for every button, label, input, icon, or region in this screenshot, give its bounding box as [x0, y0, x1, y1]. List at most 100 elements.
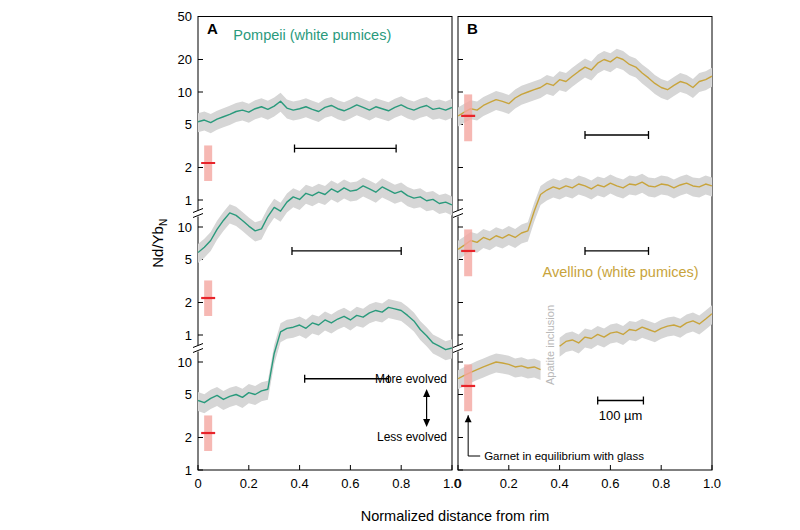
error-band — [198, 299, 452, 413]
scale-bar-label: 100 µm — [599, 408, 643, 423]
y-tick-label: 10 — [178, 220, 192, 235]
x-tick — [350, 465, 351, 470]
data-group — [458, 305, 712, 411]
y-tick-label: 20 — [178, 52, 192, 67]
page: {"chart_data": { "type": "line", "log": … — [0, 0, 800, 530]
scale-bar — [598, 397, 644, 405]
garnet-range — [464, 229, 472, 276]
x-tick-label: 0.8 — [392, 476, 410, 491]
garnet-value — [201, 297, 215, 299]
arrow-head — [423, 419, 430, 427]
profile-line — [458, 314, 712, 379]
axis-break — [453, 344, 463, 348]
scale-bar-line — [585, 250, 649, 251]
garnet-value — [461, 385, 475, 387]
scale-bar-end — [648, 247, 649, 255]
x-tick — [452, 465, 453, 470]
scale-bar-end — [401, 247, 402, 255]
y-axis-label-main: Nd/Yb — [149, 226, 166, 268]
error-band — [458, 174, 712, 260]
y-axis-label: Nd/YbN — [149, 219, 169, 268]
x-tick — [661, 465, 662, 470]
y-tick — [458, 302, 463, 303]
axis-break — [453, 349, 463, 353]
y-tick — [458, 227, 463, 228]
x-tick — [712, 465, 713, 470]
y-tick-label: 5 — [185, 252, 192, 267]
scale-bar-end — [304, 375, 305, 383]
y-tick — [198, 92, 203, 93]
scale-bar-line — [598, 400, 644, 401]
y-tick-label: 10 — [178, 85, 192, 100]
x-tick — [299, 465, 300, 470]
y-tick — [198, 59, 203, 60]
data-group — [198, 299, 452, 451]
y-tick — [458, 59, 463, 60]
axis-break — [193, 209, 203, 213]
data-group — [198, 177, 452, 316]
x-tick-label: 0.6 — [341, 476, 359, 491]
scale-bar-line — [292, 250, 401, 251]
y-tick — [198, 335, 203, 336]
y-tick-label: 2 — [185, 430, 192, 445]
x-tick-label: 1.0 — [443, 476, 461, 491]
panel-title: Pompeii (white pumices) — [233, 27, 391, 43]
axis-break — [193, 214, 203, 218]
annotation: Less evolved — [377, 430, 447, 444]
y-tick — [198, 302, 203, 303]
scale-bar-end — [648, 131, 649, 139]
x-tick — [559, 465, 560, 470]
y-tick — [198, 16, 203, 17]
data-group — [458, 49, 712, 142]
data-group — [198, 93, 452, 181]
x-tick — [610, 465, 611, 470]
garnet-range — [464, 364, 472, 411]
x-tick-label: 1.0 — [703, 476, 721, 491]
y-tick — [198, 200, 203, 201]
y-tick-label: 1 — [185, 193, 192, 208]
garnet-value — [201, 432, 215, 434]
scale-bar — [295, 144, 397, 152]
annotation: Garnet in equilibrium with glass — [484, 450, 644, 462]
x-tick-label: 0.2 — [500, 476, 518, 491]
scale-bar-line — [585, 134, 649, 135]
panel-a: 1251020501251012510More evolvedLess evol… — [178, 9, 462, 491]
y-axis-label-subscript: N — [158, 219, 169, 226]
scale-bar-end — [597, 397, 598, 405]
y-tick-label: 50 — [178, 9, 192, 24]
x-tick-label: 0 — [194, 476, 201, 491]
y-tick — [198, 437, 203, 438]
panel-title: Avellino (white pumices) — [543, 264, 699, 280]
scale-bar-end — [584, 131, 585, 139]
error-band — [198, 93, 452, 133]
plot-frame — [198, 17, 452, 470]
scale-bar — [585, 131, 649, 139]
panel-label: B — [467, 20, 478, 37]
axis-break — [193, 349, 203, 353]
scale-bar — [292, 247, 401, 255]
axis-break — [193, 344, 203, 348]
x-tick — [508, 465, 509, 470]
data-group — [458, 174, 712, 277]
y-tick-label: 2 — [185, 160, 192, 175]
chart: 1251020501251012510More evolvedLess evol… — [0, 0, 800, 530]
x-tick-label: 0.2 — [240, 476, 258, 491]
y-tick — [458, 394, 463, 395]
scale-bar-line — [295, 148, 397, 149]
profile-line — [198, 307, 452, 402]
garnet-value — [201, 162, 215, 164]
y-tick-label: 1 — [185, 463, 192, 478]
axis-break — [453, 209, 463, 213]
annotation: More evolved — [375, 372, 447, 386]
scale-bar-end — [294, 144, 295, 152]
x-tick-label: 0.4 — [551, 476, 569, 491]
arrow-head — [423, 389, 430, 397]
y-tick — [458, 437, 463, 438]
x-tick-label: 0 — [454, 476, 461, 491]
scale-bar — [585, 247, 649, 255]
panel-label: A — [207, 20, 218, 37]
x-tick-label: 0.6 — [601, 476, 619, 491]
panel-b: 100 µm Apatite inclusion Garnet in equilib… — [453, 17, 721, 491]
x-tick — [248, 465, 249, 470]
annotation: Apatite inclusion — [544, 305, 556, 385]
